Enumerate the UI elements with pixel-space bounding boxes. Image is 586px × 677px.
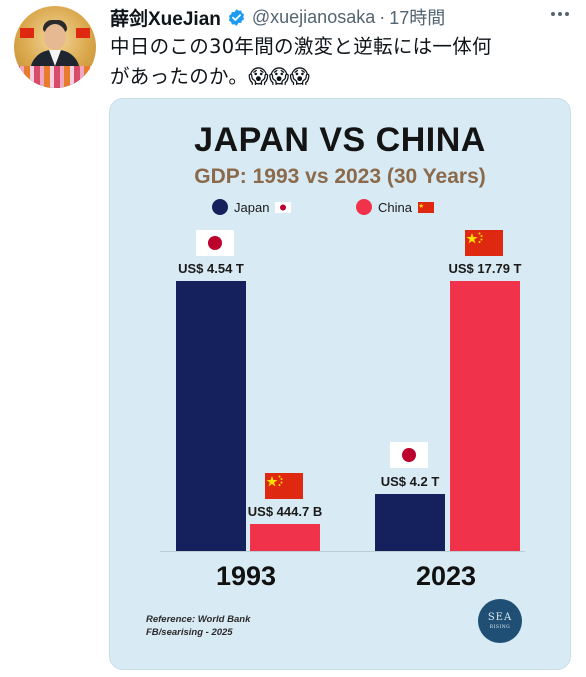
author-name[interactable]: 薛剑XueJian — [110, 8, 221, 30]
more-dot — [565, 12, 569, 16]
chart-baseline — [160, 551, 525, 552]
bar-japan-2023 — [375, 494, 445, 551]
tweet-timestamp[interactable]: 17時間 — [389, 8, 446, 28]
data-label-china-2023: US$ 17.79 T — [448, 261, 522, 276]
bar-china-1993 — [250, 524, 320, 551]
author-handle[interactable]: @xuejianosaka — [251, 6, 376, 27]
data-label-japan-1993: US$ 4.54 T — [178, 261, 244, 276]
author-avatar[interactable] — [14, 6, 96, 88]
bar-japan-1993 — [176, 281, 246, 551]
chart-subtitle: GDP: 1993 vs 2023 (30 Years) — [194, 165, 486, 188]
tweet-emoji: 😱😱😱 — [248, 65, 311, 88]
reference-credit: FB/searising - 2025 — [146, 627, 233, 638]
avatar-flag-left — [20, 28, 34, 38]
legend-item-japan: Japan — [212, 199, 292, 215]
tweet-image-card[interactable]: JAPAN VS CHINA GDP: 1993 vs 2023 (30 Yea… — [109, 98, 571, 670]
bar-china-2023 — [450, 281, 520, 551]
logo-subtext: RISING — [489, 625, 511, 630]
japan-flag-icon — [390, 442, 428, 468]
category-label-1993: 1993 — [215, 561, 277, 591]
logo-text: SEA — [487, 612, 513, 623]
legend-label-china: China — [378, 199, 412, 215]
chart-title: JAPAN VS CHINA — [194, 121, 486, 159]
japan-flag-icon — [196, 230, 234, 256]
tweet-text: 中日のこの30年間の激変と逆転には一体何 があったのか。😱😱😱 — [110, 32, 570, 92]
legend-item-china: China — [356, 199, 434, 215]
china-flag-icon — [417, 201, 434, 213]
category-label-2023: 2023 — [415, 561, 477, 591]
legend-swatch-japan — [212, 199, 228, 215]
tweet-text-line2: があったのか。 — [110, 65, 249, 88]
more-dot — [551, 12, 555, 16]
avatar-face — [44, 24, 66, 50]
verified-badge-icon — [228, 8, 244, 26]
china-flag-icon — [265, 473, 303, 499]
tweet-header: 薛剑XueJian @xuejianosaka · 17時間 — [110, 4, 445, 30]
chart-reference: Reference: World Bank FB/searising - 202… — [146, 613, 250, 639]
tweet-text-line1: 中日のこの30年間の激変と逆転には一体何 — [110, 35, 492, 58]
more-options-icon[interactable] — [548, 6, 572, 22]
data-label-china-1993: US$ 444.7 B — [247, 504, 323, 519]
reference-source: Reference: World Bank — [146, 614, 251, 625]
data-label-japan-2023: US$ 4.2 T — [380, 474, 440, 489]
sea-rising-logo: SEA RISING — [478, 599, 522, 643]
legend-swatch-china — [356, 199, 372, 215]
china-flag-icon — [465, 230, 503, 256]
legend-label-japan: Japan — [234, 199, 270, 215]
header-separator: · — [379, 6, 386, 27]
avatar-flag-right — [76, 28, 90, 38]
japan-flag-icon — [275, 201, 292, 213]
avatar-flowers — [14, 66, 96, 88]
more-dot — [558, 12, 562, 16]
